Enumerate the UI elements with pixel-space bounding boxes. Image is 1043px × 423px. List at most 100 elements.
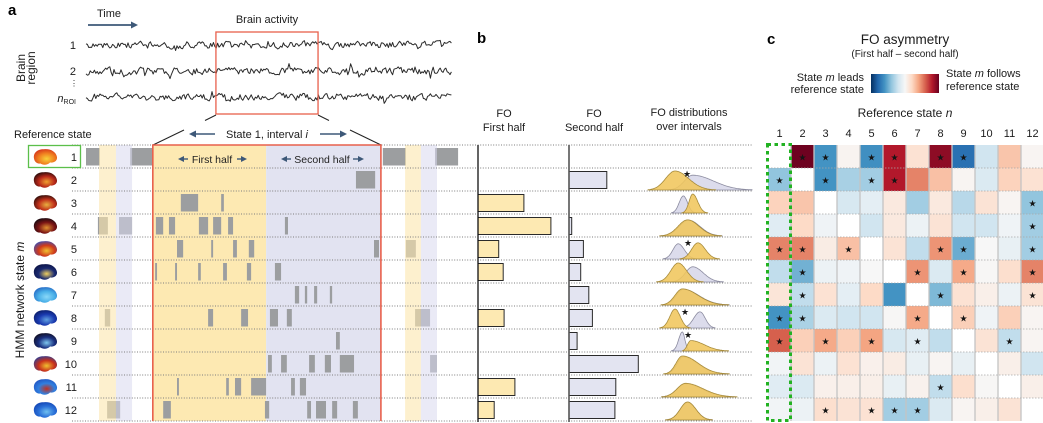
fo-distribution-first-half	[661, 382, 738, 398]
heatmap-cell	[952, 283, 975, 306]
heatmap-cell	[860, 168, 883, 191]
fo-distribution-first-half	[647, 170, 716, 191]
first-half-label: First half	[192, 154, 232, 166]
heatmap-cell	[814, 191, 837, 214]
heatmap-cell	[906, 352, 929, 375]
fo-first-half-bar	[477, 378, 516, 396]
state-axis-label: HMM network state m	[13, 242, 27, 359]
heatmap-cell	[998, 398, 1021, 421]
heatmap-cell	[906, 214, 929, 237]
heatmap-cell	[1021, 237, 1043, 260]
heatmap-cell	[998, 260, 1021, 283]
significance-star: ★	[890, 153, 898, 163]
state-row-label: 5	[71, 244, 77, 256]
significance-star: ★	[913, 406, 921, 416]
state-row-label: 11	[66, 382, 77, 394]
state-row-label: 3	[71, 198, 77, 210]
state-active-block	[211, 240, 214, 258]
heatmap-cell	[883, 145, 906, 168]
heatmap-cell	[860, 306, 883, 329]
region-label-nroi-main: n	[57, 93, 63, 105]
state-active-block	[208, 309, 214, 327]
heatmap-column-label: 6	[891, 128, 897, 140]
fo-first-half-header-line2: First half	[483, 122, 526, 134]
heatmap-cell	[906, 145, 929, 168]
significance-star: ★	[798, 268, 806, 278]
significance-star: ★	[936, 245, 944, 255]
heatmap-cell	[952, 214, 975, 237]
significance-star: ★	[936, 291, 944, 301]
brain-activity-window	[215, 31, 319, 115]
heatmap-cell	[883, 375, 906, 398]
state-active-block	[274, 263, 282, 281]
significance-star: ★	[913, 337, 921, 347]
brain-region-label-line2: region	[24, 51, 38, 84]
heatmap-cell	[860, 375, 883, 398]
state-active-block	[268, 355, 272, 373]
state-active-block	[177, 378, 179, 396]
state-active-block	[233, 240, 237, 258]
heatmap-cell	[768, 260, 791, 283]
heatmap-cell	[837, 168, 860, 191]
state-active-block	[314, 286, 318, 304]
interval-arrow-right-icon	[320, 130, 347, 138]
state-active-block	[335, 332, 340, 350]
state-active-block	[198, 217, 209, 235]
fo-first-half-bar	[477, 263, 504, 281]
heatmap-cell	[791, 214, 814, 237]
heatmap-cell	[952, 168, 975, 191]
heatmap-cell	[837, 329, 860, 352]
state-row-label: 7	[71, 290, 77, 302]
state-active-block	[223, 263, 227, 281]
heatmap-cell	[929, 191, 952, 214]
heatmap-cell	[906, 237, 929, 260]
heatmap-cell	[860, 352, 883, 375]
heatmap-cell	[952, 398, 975, 421]
heatmap-cell	[906, 375, 929, 398]
heatmap-cell	[837, 214, 860, 237]
state-row-label: 4	[71, 221, 77, 233]
state-active-block	[180, 194, 199, 212]
heatmap-cell	[952, 375, 975, 398]
fo-first-half-bar	[477, 217, 552, 235]
state-active-block	[304, 286, 308, 304]
state-active-block	[251, 378, 267, 396]
region-label-nroi-sub: ROI	[64, 99, 77, 106]
panel-a-label: a	[8, 2, 17, 19]
state-active-block	[264, 401, 270, 419]
heatmap-cell	[1021, 352, 1043, 375]
state-active-block	[198, 263, 201, 281]
heatmap-cell	[768, 306, 791, 329]
fo-asymmetry-heatmap: ★ ★ ★ ★ ★ ★ ★ ★ ★ ★ ★ ★ ★ ★ ★ ★ ★ ★ ★ ★ ★ ★ ★ ★ ★ ★ ★ ★ ★ ★ ★ ★ ★ ★ ★ ★ ★ ★ ★ 1…	[766, 128, 1043, 422]
heatmap-x-axis-text: Reference state	[858, 106, 946, 120]
state-active-block	[155, 263, 158, 281]
heatmap-cell	[791, 168, 814, 191]
fo-second-half-bar	[568, 401, 616, 419]
heatmap-cell	[906, 191, 929, 214]
brain-map-icon	[33, 310, 58, 326]
fo-distribution-first-half	[659, 219, 722, 237]
significance-star: ★	[844, 245, 852, 255]
interval-label: State 1, interval i	[226, 129, 309, 141]
heatmap-cell	[768, 145, 791, 168]
state-row-label: 10	[65, 359, 77, 371]
heatmap-cell	[837, 283, 860, 306]
heatmap-column-label: 5	[868, 128, 874, 140]
legend-left-pre: State	[797, 72, 826, 84]
interval-arrow-left-icon	[189, 130, 215, 138]
brain-map-icon	[33, 402, 58, 418]
heatmap-cell	[837, 306, 860, 329]
interval-box	[152, 144, 382, 421]
heatmap-cell	[814, 214, 837, 237]
heatmap-cell	[952, 237, 975, 260]
heatmap-cell	[998, 214, 1021, 237]
second-half-arrow-right-icon	[353, 156, 364, 162]
significance-star: ★	[775, 176, 783, 186]
region-label-nroi: nROI	[57, 93, 76, 106]
state-active-block	[435, 148, 459, 166]
significance-star: ★	[684, 238, 692, 248]
second-half-label: Second half	[294, 154, 350, 166]
heatmap-cell	[814, 168, 837, 191]
fo-second-half-bar	[568, 286, 590, 304]
